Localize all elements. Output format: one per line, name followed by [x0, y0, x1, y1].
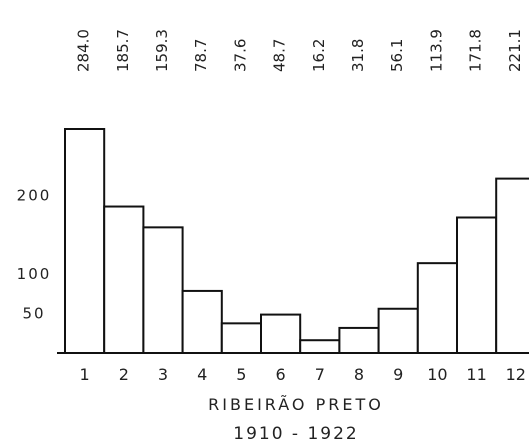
value-label-10: 113.9 — [427, 29, 445, 72]
value-label-12: 221.1 — [506, 29, 524, 72]
chart-title: RIBEIRÃO PRETO — [208, 395, 384, 414]
bar-5 — [220, 322, 263, 354]
x-tick-label-7: 7 — [315, 365, 325, 384]
bar-2 — [103, 205, 145, 354]
value-label-1: 284.0 — [75, 29, 93, 72]
bar-3 — [142, 226, 184, 355]
value-label-3: 159.3 — [153, 29, 171, 72]
y-tick-label-100: 100 — [17, 265, 52, 283]
chart-subtitle: 1910 - 1922 — [233, 424, 358, 444]
bar-8 — [338, 326, 380, 354]
bar-4 — [181, 289, 223, 354]
value-label-5: 37.6 — [231, 39, 249, 72]
x-tick-label-10: 10 — [427, 365, 447, 384]
y-tick-label-50: 50 — [22, 305, 45, 323]
value-label-4: 78.7 — [192, 39, 210, 72]
bar-10 — [416, 262, 458, 355]
x-tick-label-8: 8 — [354, 365, 364, 384]
x-tick-label-3: 3 — [158, 365, 168, 384]
y-tick-label-200: 200 — [17, 186, 52, 204]
bar-6 — [260, 313, 302, 355]
bar-12 — [495, 177, 529, 354]
x-tick-label-2: 2 — [119, 365, 129, 384]
value-label-8: 31.8 — [349, 39, 367, 72]
x-tick-label-6: 6 — [276, 365, 286, 384]
bar-11 — [456, 216, 498, 354]
x-tick-label-12: 12 — [506, 365, 526, 384]
value-label-6: 48.7 — [271, 39, 289, 72]
x-tick-label-9: 9 — [393, 365, 403, 384]
bar-1 — [64, 128, 106, 354]
bar-7 — [299, 339, 341, 354]
bar-9 — [377, 307, 419, 354]
x-tick-label-1: 1 — [80, 365, 90, 384]
x-tick-label-5: 5 — [236, 365, 246, 384]
value-label-2: 185.7 — [114, 29, 132, 72]
value-label-7: 16.2 — [310, 39, 328, 72]
value-label-11: 171.8 — [467, 29, 485, 72]
x-tick-label-11: 11 — [466, 365, 486, 384]
x-tick-label-4: 4 — [197, 365, 207, 384]
value-label-9: 56.1 — [388, 39, 406, 72]
